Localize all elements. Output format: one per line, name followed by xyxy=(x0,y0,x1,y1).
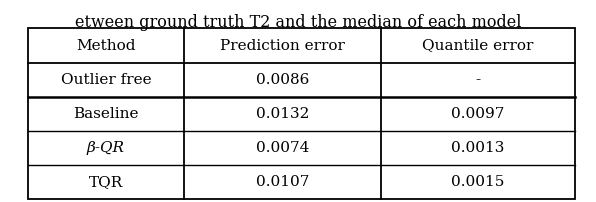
Text: 0.0086: 0.0086 xyxy=(256,73,309,87)
Text: TQR: TQR xyxy=(89,175,123,189)
Text: -: - xyxy=(476,73,480,87)
Text: 0.0132: 0.0132 xyxy=(256,107,309,121)
Text: Method: Method xyxy=(76,39,136,53)
Text: 0.0097: 0.0097 xyxy=(451,107,505,121)
Text: 0.0074: 0.0074 xyxy=(256,141,309,155)
Text: 0.0015: 0.0015 xyxy=(451,175,505,189)
Bar xyxy=(28,28,575,199)
Text: Outlier free: Outlier free xyxy=(61,73,151,87)
Text: Baseline: Baseline xyxy=(73,107,139,121)
Text: Prediction error: Prediction error xyxy=(220,39,345,53)
Text: 0.0107: 0.0107 xyxy=(256,175,309,189)
Text: Quantile error: Quantile error xyxy=(422,39,533,53)
Text: etween ground truth T2 and the median of each model: etween ground truth T2 and the median of… xyxy=(74,14,522,31)
Text: β-QR: β-QR xyxy=(87,141,125,155)
Text: 0.0013: 0.0013 xyxy=(451,141,505,155)
